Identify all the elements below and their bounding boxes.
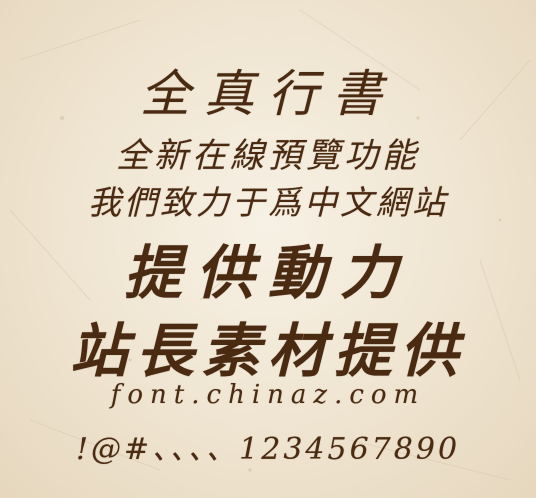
font-name-title: 全真行書 xyxy=(140,65,396,123)
site-url-text: font.chinaz.com xyxy=(110,380,426,410)
preview-line-4: 提供動力 xyxy=(123,239,412,307)
preview-line-2: 全新在線預覽功能 xyxy=(116,136,420,176)
preview-line-5: 站長素材提供 xyxy=(69,317,466,385)
preview-line-3: 我們致力于爲中文網站 xyxy=(88,183,448,222)
symbols-and-digits: !@#、、、、1234567890 xyxy=(75,432,461,467)
